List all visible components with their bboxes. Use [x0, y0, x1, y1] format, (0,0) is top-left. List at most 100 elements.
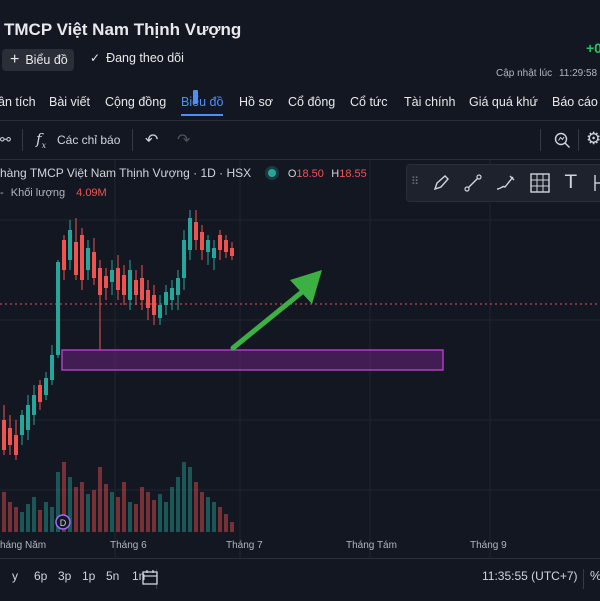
candle-body	[74, 242, 78, 275]
volume-bar	[92, 490, 96, 532]
chart-toolbar: ⚯ fx Các chỉ báo ↶ ↷ ⚙	[0, 121, 600, 160]
candle-body	[110, 270, 114, 282]
tab-reports[interactable]: Báo cáo	[552, 95, 598, 109]
candle-body	[212, 248, 216, 258]
volume-bar	[140, 487, 144, 532]
compare-icon[interactable]: ⚯	[0, 132, 11, 147]
timeframe-1y[interactable]: y	[12, 569, 18, 583]
candle-body	[128, 270, 132, 300]
tab-chart[interactable]: Biểu đồ	[181, 95, 224, 109]
updated-time: 11:29:58	[558, 68, 598, 79]
candle-body	[116, 268, 120, 290]
volume-bar	[158, 494, 162, 532]
candle-body	[104, 276, 108, 288]
tab-community[interactable]: Cộng đồng	[105, 95, 167, 109]
candlestick-series	[2, 210, 234, 460]
plus-icon: +	[10, 51, 20, 68]
volume-bar	[122, 482, 126, 532]
candle-body	[146, 290, 150, 308]
timeframe-bar: y 6p 3p 1p 5n 1n 11:35:55 (UTC+7) %	[0, 558, 600, 601]
volume-bar	[170, 487, 174, 532]
volume-bar	[86, 494, 90, 532]
open-label: O	[287, 168, 297, 180]
indicators-button[interactable]: Các chỉ báo	[57, 133, 121, 147]
toolbar-divider	[540, 129, 541, 151]
candle-body	[134, 280, 138, 295]
drag-handle-icon[interactable]: ⠿	[411, 176, 419, 188]
grid-tool-icon[interactable]	[529, 172, 551, 194]
timeframe-3m[interactable]: 3p	[58, 569, 72, 583]
tab-financials[interactable]: Tài chính	[404, 95, 456, 109]
indicators-icon[interactable]: fx	[36, 130, 47, 150]
volume-bar	[26, 504, 30, 532]
tab-price-history[interactable]: Giá quá khứ	[469, 95, 538, 109]
candle-body	[80, 235, 84, 280]
candle-body	[2, 420, 6, 450]
volume-bar	[68, 477, 72, 532]
volume-bar	[224, 514, 228, 532]
volume-bar	[2, 492, 6, 532]
x-axis-label: Tháng 6	[110, 540, 147, 551]
redo-icon[interactable]: ↷	[177, 132, 191, 149]
timeframe-1d[interactable]: 1n	[132, 569, 146, 583]
timeframe-6m[interactable]: 6p	[34, 569, 48, 583]
candle-body	[14, 435, 18, 455]
calendar-icon[interactable]	[141, 568, 159, 586]
follow-button-label: Đang theo dõi	[106, 51, 184, 65]
tab-dividends[interactable]: Cổ tức	[350, 95, 388, 109]
timeframe-5d[interactable]: 5n	[106, 569, 120, 583]
volume-value: 4.09M	[76, 187, 107, 199]
price-change: +0	[586, 40, 600, 56]
brush-icon[interactable]	[495, 173, 517, 193]
volume-bar	[56, 472, 60, 532]
gear-icon[interactable]: ⚙	[586, 129, 600, 148]
updated-timestamp: Cập nhật lúc 11:29:58	[496, 68, 597, 79]
pen-icon[interactable]	[431, 173, 451, 193]
bottom-divider	[583, 569, 584, 589]
candle-body	[86, 248, 90, 270]
undo-icon[interactable]: ↶	[145, 132, 159, 149]
volume-bar	[146, 492, 150, 532]
candle-body	[122, 275, 126, 295]
tab-posts[interactable]: Bài viết	[49, 95, 90, 109]
percent-scale-icon[interactable]: %	[590, 568, 600, 583]
candle-body	[206, 240, 210, 252]
candle-body	[158, 305, 162, 318]
tab-analysis[interactable]: ân tích	[0, 95, 36, 109]
volume-legend: - Khối lượng 4.09M	[0, 187, 107, 199]
candle-body	[56, 262, 60, 355]
x-axis-label: Tháng 7	[226, 540, 263, 551]
volume-bar	[20, 512, 24, 532]
candle-body	[32, 395, 36, 415]
trend-arrow[interactable]	[230, 270, 322, 351]
trend-line-icon[interactable]	[463, 173, 483, 193]
candle-body	[26, 405, 30, 430]
more-tools-icon[interactable]	[591, 173, 600, 193]
support-zone-rectangle[interactable]	[61, 349, 444, 371]
volume-bar	[218, 507, 222, 532]
tab-shareholders[interactable]: Cổ đông	[288, 95, 336, 109]
tab-profile[interactable]: Hồ sơ	[239, 95, 273, 109]
volume-bar	[8, 502, 12, 532]
dividend-marker[interactable]: D	[55, 514, 71, 530]
open-value: 18.50	[296, 168, 324, 180]
volume-bar	[74, 487, 78, 532]
chart-canvas[interactable]: D	[0, 160, 600, 558]
zoom-search-icon[interactable]	[553, 131, 571, 149]
volume-bar	[152, 500, 156, 532]
price-chart[interactable]: D	[0, 160, 600, 558]
volume-bar	[32, 497, 36, 532]
candle-body	[44, 378, 48, 395]
high-value: 18.55	[339, 168, 367, 180]
candle-body	[176, 278, 180, 295]
candle-body	[68, 230, 72, 260]
chart-clock[interactable]: 11:35:55 (UTC+7)	[482, 569, 578, 583]
volume-bar	[38, 510, 42, 532]
text-tool-icon[interactable]: T	[565, 171, 577, 193]
timeframe-1m[interactable]: 1p	[82, 569, 96, 583]
follow-button[interactable]: ✓ Đang theo dõi	[90, 51, 184, 65]
volume-bar	[116, 497, 120, 532]
chart-button[interactable]: + Biểu đồ	[2, 49, 74, 71]
candle-body	[38, 385, 42, 402]
high-label: H	[331, 168, 340, 180]
